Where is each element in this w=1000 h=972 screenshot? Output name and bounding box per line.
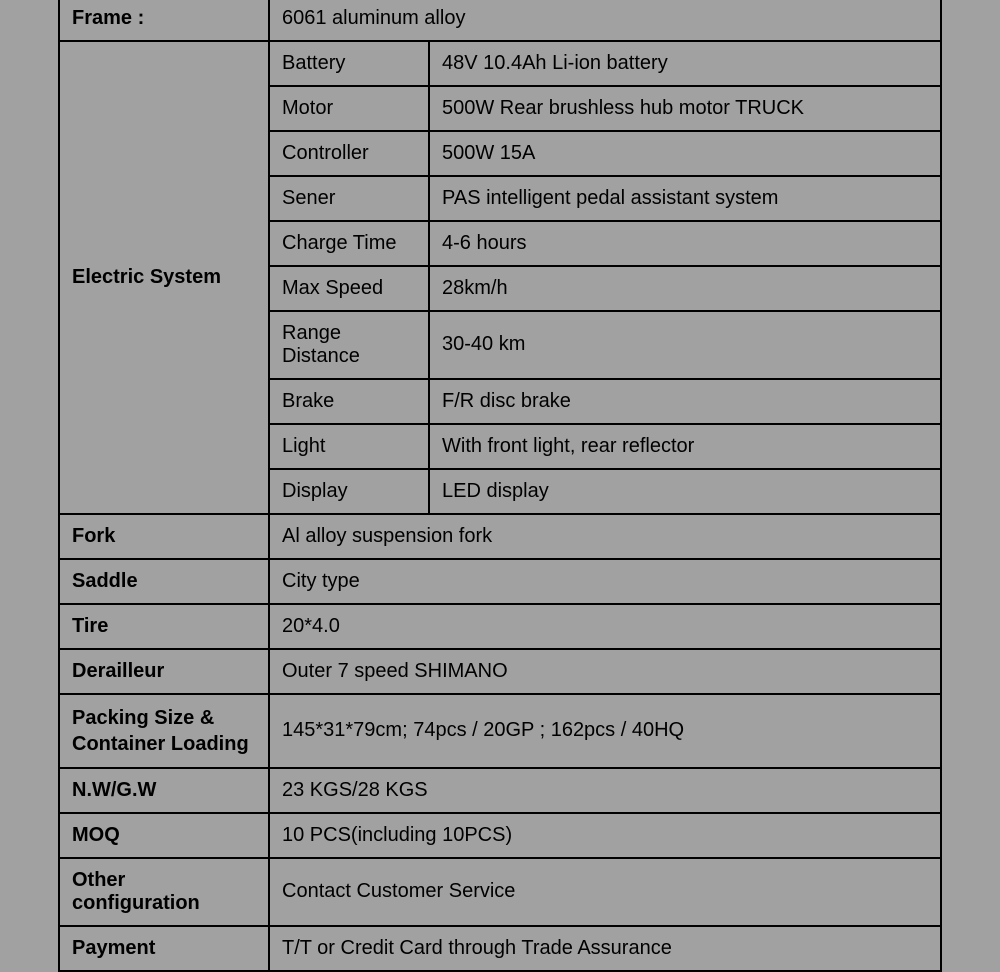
row-label-saddle: Saddle [59, 559, 269, 604]
row-value-tire: 20*4.0 [269, 604, 941, 649]
value-light: With front light, rear reflector [429, 424, 941, 469]
row-label-electric-system: Electric System [59, 41, 269, 514]
row-label-frame: Frame : [59, 0, 269, 41]
sublabel-display: Display [269, 469, 429, 514]
row-value-packing: 145*31*79cm; 74pcs / 20GP ; 162pcs / 40H… [269, 694, 941, 768]
table-row: N.W/G.W 23 KGS/28 KGS [59, 768, 941, 813]
row-label-moq: MOQ [59, 813, 269, 858]
row-label-derailleur: Derailleur [59, 649, 269, 694]
row-value-frame: 6061 aluminum alloy [269, 0, 941, 41]
table-row: Saddle City type [59, 559, 941, 604]
sublabel-charge-time: Charge Time [269, 221, 429, 266]
table-row: Derailleur Outer 7 speed SHIMANO [59, 649, 941, 694]
row-value-weight: 23 KGS/28 KGS [269, 768, 941, 813]
sublabel-range-distance: Range Distance [269, 311, 429, 379]
table-row: MOQ 10 PCS(including 10PCS) [59, 813, 941, 858]
value-brake: F/R disc brake [429, 379, 941, 424]
value-battery: 48V 10.4Ah Li-ion battery [429, 41, 941, 86]
value-range-distance: 30-40 km [429, 311, 941, 379]
row-label-other: Other configuration [59, 858, 269, 926]
row-value-moq: 10 PCS(including 10PCS) [269, 813, 941, 858]
table-row: Electric System Battery 48V 10.4Ah Li-io… [59, 41, 941, 86]
sublabel-controller: Controller [269, 131, 429, 176]
table-row: Payment T/T or Credit Card through Trade… [59, 926, 941, 971]
value-display: LED display [429, 469, 941, 514]
sublabel-max-speed: Max Speed [269, 266, 429, 311]
row-value-payment: T/T or Credit Card through Trade Assuran… [269, 926, 941, 971]
row-value-other: Contact Customer Service [269, 858, 941, 926]
sublabel-brake: Brake [269, 379, 429, 424]
sublabel-battery: Battery [269, 41, 429, 86]
row-label-fork: Fork [59, 514, 269, 559]
row-label-packing: Packing Size & Container Loading [59, 694, 269, 768]
spec-table: Frame : 6061 aluminum alloy Electric Sys… [58, 0, 942, 972]
row-value-derailleur: Outer 7 speed SHIMANO [269, 649, 941, 694]
table-row: Packing Size & Container Loading 145*31*… [59, 694, 941, 768]
value-charge-time: 4-6 hours [429, 221, 941, 266]
value-max-speed: 28km/h [429, 266, 941, 311]
table-row: Other configuration Contact Customer Ser… [59, 858, 941, 926]
row-value-fork: Al alloy suspension fork [269, 514, 941, 559]
table-row: Tire 20*4.0 [59, 604, 941, 649]
sublabel-sener: Sener [269, 176, 429, 221]
row-label-payment: Payment [59, 926, 269, 971]
row-label-weight: N.W/G.W [59, 768, 269, 813]
row-value-saddle: City type [269, 559, 941, 604]
table-row: Fork Al alloy suspension fork [59, 514, 941, 559]
sublabel-light: Light [269, 424, 429, 469]
value-controller: 500W 15A [429, 131, 941, 176]
value-motor: 500W Rear brushless hub motor TRUCK [429, 86, 941, 131]
value-sener: PAS intelligent pedal assistant system [429, 176, 941, 221]
row-label-tire: Tire [59, 604, 269, 649]
sublabel-motor: Motor [269, 86, 429, 131]
table-row: Frame : 6061 aluminum alloy [59, 0, 941, 41]
